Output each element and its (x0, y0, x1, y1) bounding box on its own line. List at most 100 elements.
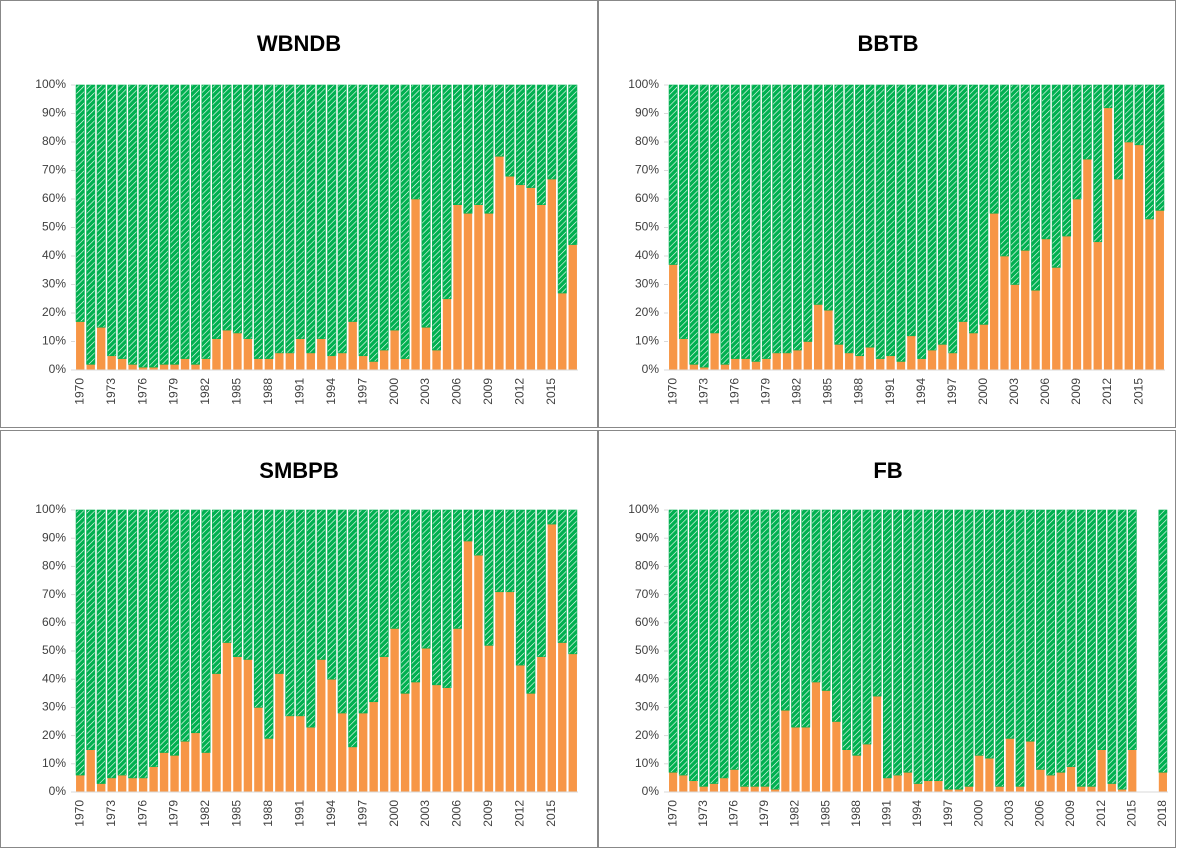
bar-segment (117, 84, 127, 359)
bar-segment (274, 509, 284, 674)
bar-segment (1124, 142, 1133, 370)
bar-segment (811, 509, 821, 683)
chart-title: SMBPB (259, 458, 338, 483)
bar-segment (96, 84, 106, 328)
bar-segment (86, 364, 95, 370)
y-tick-label: 0% (49, 362, 67, 376)
bar-segment (729, 509, 739, 770)
bar-segment (927, 350, 937, 370)
y-tick-label: 60% (42, 615, 66, 629)
chart-title: WBNDB (257, 31, 341, 56)
bar-segment (1072, 199, 1082, 370)
bar-segment (886, 355, 895, 370)
bar-segment (1072, 84, 1082, 200)
bar-segment (337, 84, 347, 354)
x-tick-label: 1976 (135, 800, 149, 827)
x-tick-label: 2012 (513, 800, 527, 827)
x-tick-label: 2006 (1033, 800, 1047, 827)
x-tick-label: 1973 (104, 378, 118, 405)
y-tick-label: 0% (642, 362, 660, 376)
bar-segment (811, 682, 821, 792)
bar-segment (138, 509, 148, 779)
bar-segment (852, 509, 862, 756)
x-tick-label: 2009 (1069, 378, 1083, 405)
bar-segment (411, 682, 420, 792)
bar-segment (1056, 772, 1065, 792)
bar-segment (979, 84, 989, 325)
bar-segment (699, 786, 708, 792)
x-tick-label: 1994 (910, 800, 924, 827)
bar-segment (934, 780, 943, 792)
y-tick-label: 70% (635, 587, 659, 601)
bar-segment (494, 509, 504, 593)
bar-segment (211, 84, 221, 339)
bar-segment (964, 509, 974, 787)
y-tick-label: 50% (635, 643, 659, 657)
bar-segment (689, 364, 699, 370)
bar-segment (669, 264, 678, 370)
bar-segment (791, 509, 800, 728)
bar-segment (689, 780, 698, 792)
bar-segment (568, 244, 577, 370)
x-tick-label: 2015 (544, 800, 558, 827)
bar-segment (442, 84, 452, 300)
bar-segment (505, 176, 515, 370)
y-tick-label: 40% (42, 671, 66, 685)
x-tick-label: 1985 (230, 800, 244, 827)
bar-segment (875, 84, 885, 359)
bar-segment (709, 509, 719, 784)
bar-segment (495, 156, 504, 370)
bar-segment (720, 777, 729, 792)
bar-segment (791, 727, 800, 792)
bar-segment (159, 509, 169, 753)
bar-segment (709, 783, 718, 792)
bar-segment (1113, 84, 1123, 180)
bar-segment (463, 509, 473, 542)
bar-segment (938, 344, 947, 370)
bar-segment (463, 213, 473, 370)
y-tick-label: 50% (42, 643, 66, 657)
bar-segment (474, 555, 483, 792)
bar-segment (254, 358, 263, 370)
bar-segment (1134, 144, 1144, 370)
bar-segment (558, 642, 567, 792)
bar-segment (958, 84, 968, 322)
bar-segment (700, 367, 709, 370)
bar-segment (411, 509, 421, 683)
bar-segment (834, 344, 843, 370)
x-tick-label: 1982 (198, 800, 212, 827)
bar-segment (873, 696, 882, 792)
x-tick-label: 1997 (355, 378, 369, 405)
bar-segment (107, 84, 117, 357)
bar-segment (964, 786, 974, 792)
bar-segment (505, 591, 515, 792)
bar-segment (1005, 509, 1015, 739)
bar-segment (264, 738, 274, 792)
bar-segment (1036, 769, 1045, 792)
bar-segment (117, 775, 127, 792)
bar-segment (442, 298, 452, 370)
bar-segment (699, 509, 709, 787)
bar-segment (285, 715, 295, 792)
bar-segment (400, 84, 410, 359)
bar-segment (243, 509, 253, 660)
x-tick-label: 1991 (292, 378, 306, 405)
y-tick-label: 30% (42, 277, 66, 291)
bar-segment (222, 642, 232, 792)
x-tick-label: 1973 (696, 800, 710, 827)
bar-segment (730, 84, 740, 359)
bar-segment (338, 713, 347, 792)
bar-segment (822, 690, 831, 792)
bar-segment (296, 715, 305, 792)
y-tick-label: 90% (635, 106, 659, 120)
bar-segment (243, 84, 253, 339)
y-tick-label: 90% (42, 106, 66, 120)
bar-segment (421, 648, 431, 792)
bar-segment (906, 84, 916, 337)
bar-segment (558, 293, 567, 370)
y-tick-label: 80% (635, 559, 659, 573)
x-tick-label: 1979 (167, 378, 181, 405)
bar-segment (893, 509, 902, 776)
bar-segment (803, 341, 812, 370)
